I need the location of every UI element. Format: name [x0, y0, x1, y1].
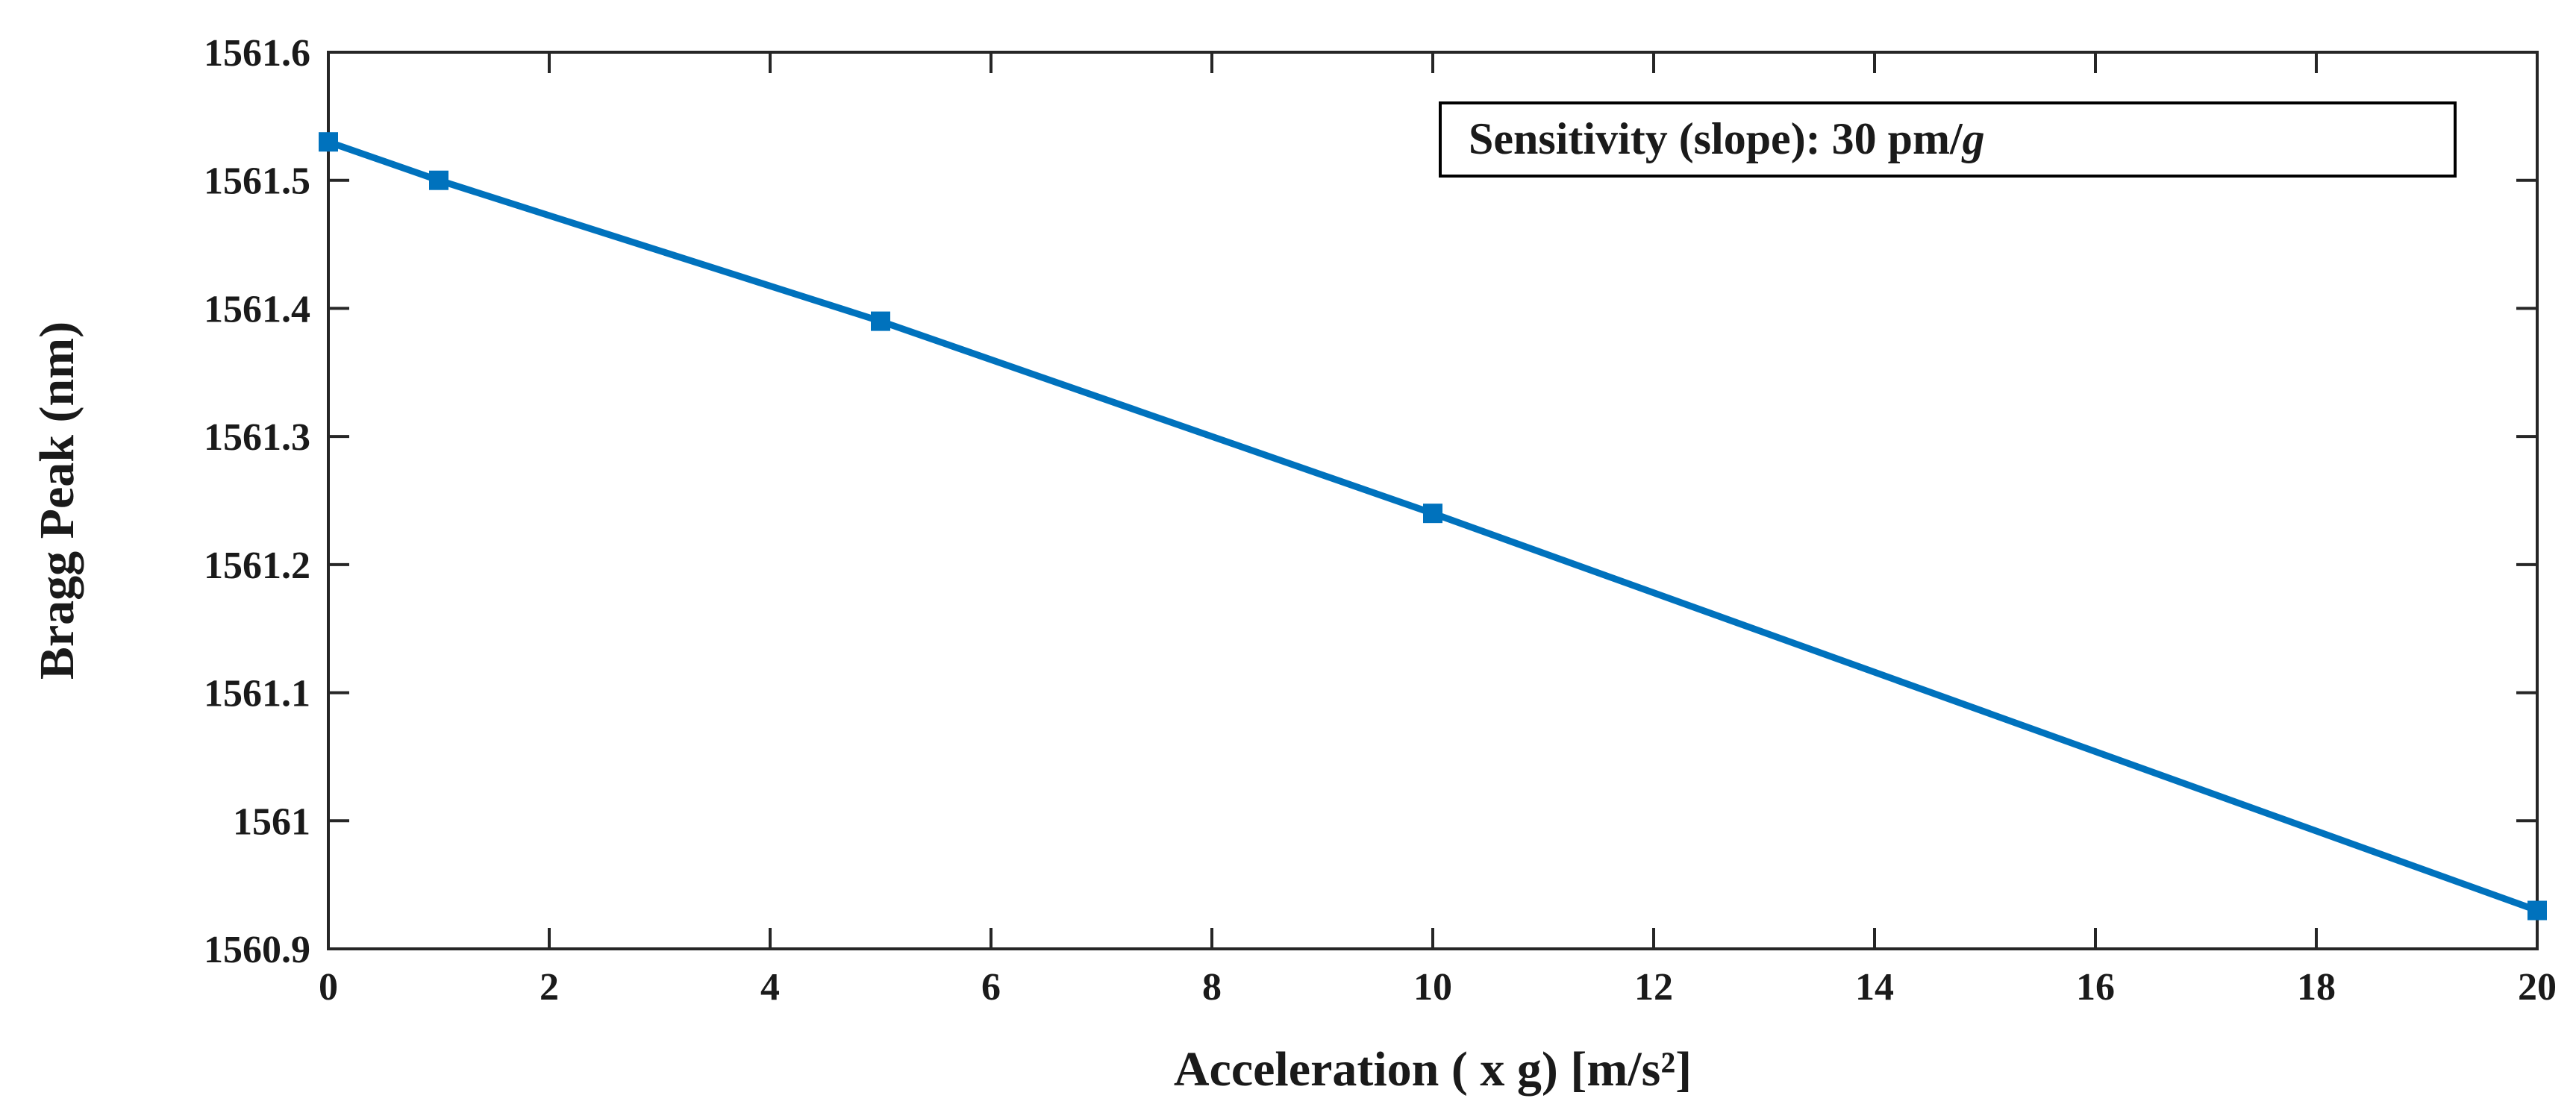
- x-axis-title: Acceleration ( x g) [m/s²]: [1174, 1042, 1692, 1097]
- x-tick-label: 6: [981, 966, 1001, 1009]
- y-axis-ticks: 1560.9 1561 1561.1 1561.2 1561.3 1561.4 1561.5…: [204, 32, 2537, 971]
- data-point-marker: [1423, 504, 1442, 524]
- x-tick-label: 10: [1413, 966, 1452, 1009]
- x-tick-label: 12: [1634, 966, 1673, 1009]
- series-line: [327, 138, 2539, 914]
- x-tick-label: 20: [2518, 966, 2557, 1009]
- data-point-marker: [871, 311, 890, 331]
- data-point-marker: [319, 132, 338, 152]
- x-axis-ticks: 0 2 4 6 8 10 12 14 16 18 20: [319, 52, 2557, 1009]
- y-tick-label: 1560.9: [204, 929, 310, 971]
- x-tick-label: 8: [1202, 966, 1222, 1009]
- y-tick-label: 1561.1: [204, 673, 310, 715]
- plot-frame: [327, 51, 2539, 950]
- y-tick-label: 1561.2: [204, 545, 310, 587]
- annotation-box: Sensitivity (slope): 30 pm/g: [1439, 101, 2457, 178]
- x-tick-label: 2: [540, 966, 559, 1009]
- y-tick-label: 1561: [233, 800, 310, 843]
- y-tick-label: 1561.4: [204, 288, 310, 330]
- x-tick-label: 0: [319, 966, 338, 1009]
- plot-area-border: [327, 51, 2539, 950]
- series-layer: [319, 132, 2547, 921]
- x-tick-label: 4: [760, 966, 780, 1009]
- data-point-marker: [2527, 900, 2547, 921]
- annotation-border: [1439, 101, 2457, 178]
- annotation-main-text: Sensitivity (slope): 30 pm/: [1469, 114, 1963, 163]
- y-axis-title: Bragg Peak (nm): [30, 322, 84, 680]
- y-tick-label: 1561.6: [204, 32, 310, 75]
- y-tick-label: 1561.3: [204, 416, 310, 459]
- annotation-italic-unit: g: [1961, 114, 1985, 163]
- y-tick-label: 1561.5: [204, 160, 310, 203]
- x-tick-label: 14: [1855, 966, 1894, 1009]
- data-point-marker: [429, 170, 448, 190]
- x-tick-label: 18: [2297, 966, 2336, 1009]
- annotation-text: Sensitivity (slope): 30 pm/g: [1469, 114, 1985, 163]
- x-tick-label: 16: [2076, 966, 2115, 1009]
